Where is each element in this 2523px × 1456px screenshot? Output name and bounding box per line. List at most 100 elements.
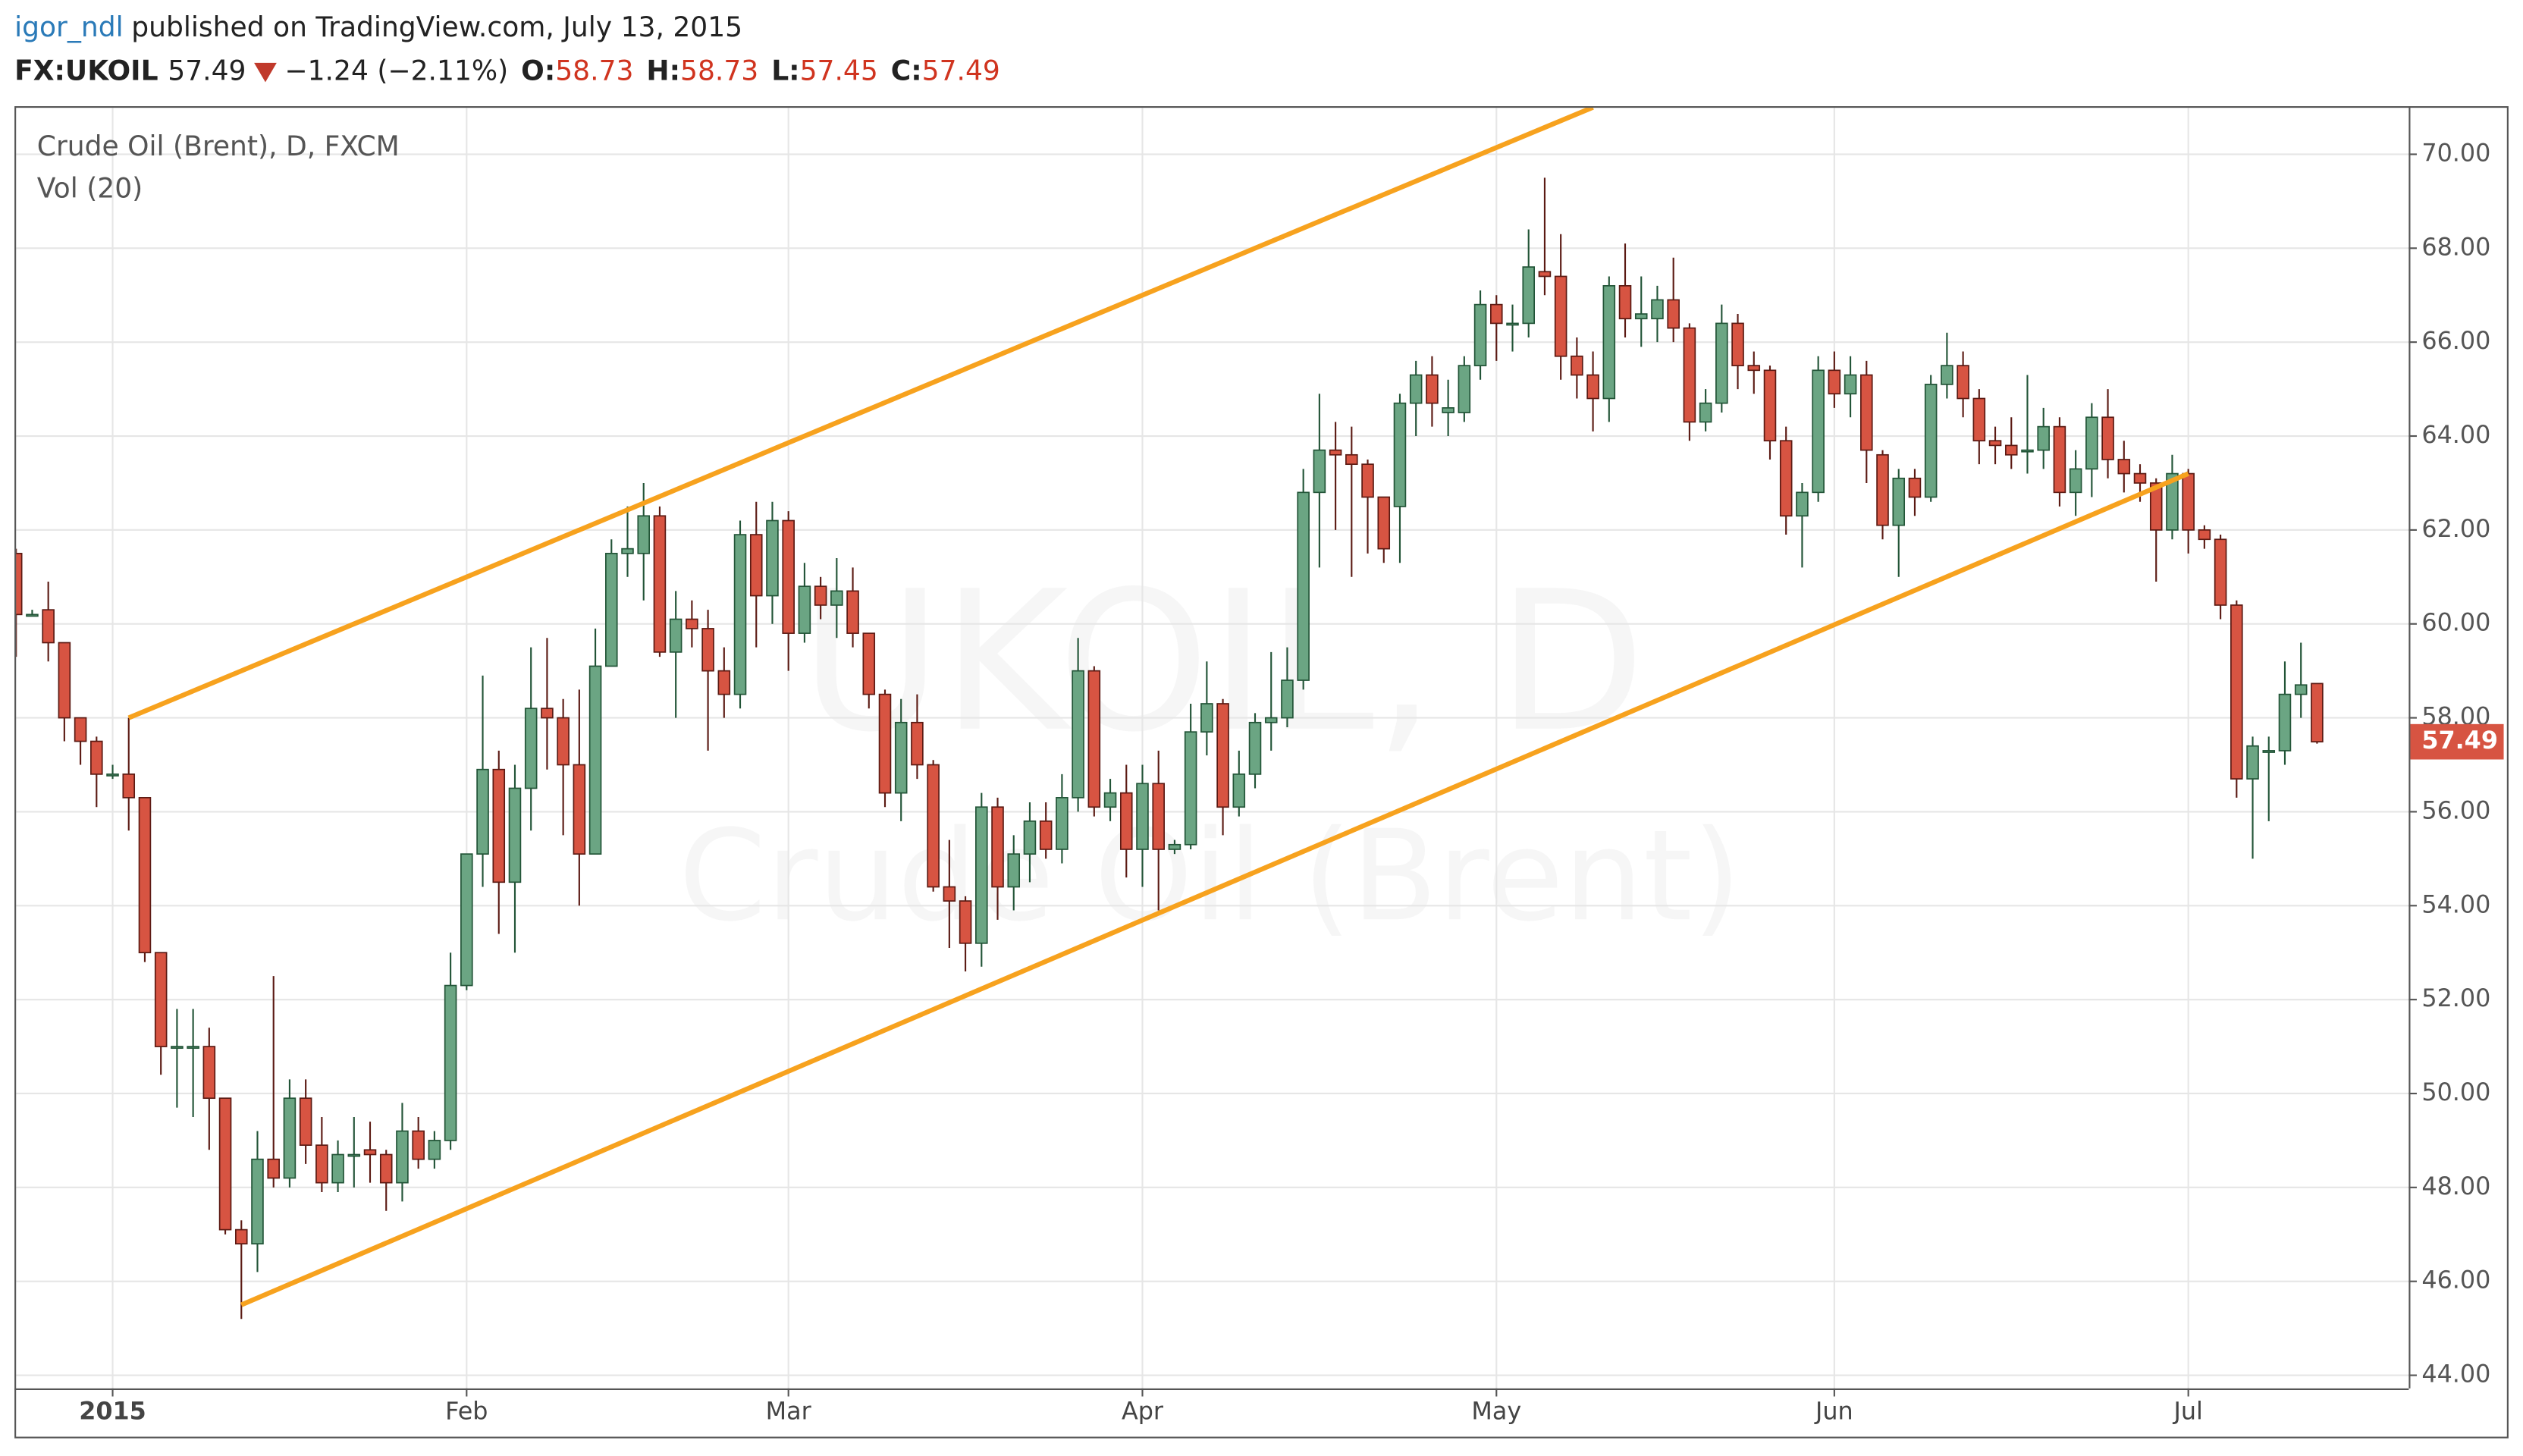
candle-body — [1345, 453, 1358, 466]
candle-body — [1747, 365, 1761, 372]
plot-area — [16, 108, 2324, 1320]
candle-body — [2021, 449, 2034, 453]
legend-entry[interactable]: Crude Oil (Brent), D, FXCM — [37, 130, 400, 162]
candle-body — [1119, 792, 1133, 850]
candle-body — [1264, 717, 1278, 723]
candle-body — [991, 806, 1004, 888]
candle-body — [492, 768, 506, 883]
candle-body — [2246, 745, 2259, 780]
ohlc-value: 58.73 — [555, 55, 633, 86]
candle-body — [90, 740, 103, 775]
ohlc-value: 57.49 — [922, 55, 1000, 86]
candle-body — [428, 1140, 441, 1160]
last-price-label: 57.49 — [2421, 726, 2498, 755]
candle-body — [878, 693, 892, 794]
candle-body — [1715, 322, 1728, 404]
candle-body — [2230, 604, 2243, 780]
candle-body — [1731, 322, 1744, 366]
y-tick-label: 56.00 — [2421, 795, 2490, 824]
candle-body — [588, 665, 602, 855]
candle-body — [171, 1046, 184, 1050]
candle-body — [2053, 425, 2066, 494]
candle-body — [267, 1158, 280, 1179]
candle-body — [814, 585, 827, 606]
candle-body — [1812, 369, 1825, 494]
candle-body — [1329, 449, 1342, 456]
candle-body — [541, 708, 554, 719]
ohlc-value: 57.45 — [800, 55, 878, 86]
published: published on TradingView.com, July 13, 2… — [131, 11, 742, 43]
candle-body — [1683, 327, 1696, 423]
candle-body — [154, 952, 168, 1047]
candle-body — [1087, 670, 1101, 808]
candle-body — [2198, 529, 2211, 541]
y-tick-label: 46.00 — [2421, 1266, 2490, 1294]
ohlc-label: L: — [771, 55, 799, 86]
user[interactable]: igor_ndl — [14, 11, 124, 43]
candle-body — [1297, 491, 1310, 681]
candle-body — [2262, 750, 2276, 753]
candle-body — [782, 519, 795, 634]
candle-body — [1586, 374, 1599, 400]
candle-body — [1506, 322, 1519, 326]
candle-body — [2166, 472, 2179, 531]
last: 57.49 — [168, 55, 246, 86]
candle-body — [1602, 284, 1616, 400]
candle-body — [943, 886, 956, 902]
candle-body — [2311, 682, 2324, 743]
candle-body — [508, 787, 522, 883]
candle-body — [1554, 275, 1567, 357]
candle-body — [524, 708, 538, 789]
candle-body — [2214, 538, 2227, 606]
candle-body — [202, 1046, 216, 1100]
candle-body — [396, 1130, 409, 1184]
candle-body — [717, 670, 731, 695]
candle-body — [1844, 374, 1857, 395]
candle-body — [1988, 440, 2002, 447]
frame — [14, 106, 2509, 1439]
change: −1.24 (−2.11%) — [284, 55, 508, 86]
candle-body — [363, 1149, 377, 1156]
candle-body — [573, 764, 586, 855]
candle-body — [975, 806, 988, 944]
candle-body — [1248, 721, 1262, 775]
candle-body — [379, 1153, 393, 1184]
ohlc-label: C: — [891, 55, 922, 86]
candle-body — [187, 1046, 199, 1050]
candle-body — [122, 774, 136, 799]
x-tick-label: 2015 — [79, 1397, 146, 1426]
candle-body — [1458, 365, 1471, 413]
candle-body — [1538, 271, 1552, 278]
candle-body — [26, 613, 39, 617]
candle-body — [476, 768, 489, 855]
y-tick-label: 60.00 — [2421, 608, 2490, 637]
candle-body — [1957, 365, 1969, 400]
legend-entry[interactable]: Vol (20) — [37, 172, 143, 204]
axes: 44.0046.0048.0050.0052.0054.0056.0058.00… — [14, 106, 2509, 1439]
candle-body — [621, 548, 634, 554]
candle-body — [653, 515, 667, 653]
candle-body — [138, 797, 152, 954]
candle-body — [444, 984, 457, 1141]
candle-body — [218, 1097, 232, 1231]
x-tick-label: Jun — [1814, 1397, 1853, 1426]
candle-body — [894, 721, 908, 794]
ohlc-label: O: — [521, 55, 555, 86]
candle-body — [1779, 440, 1793, 517]
candle-body — [1908, 477, 1922, 498]
ohlc-label: H: — [646, 55, 680, 86]
candle-body — [1522, 266, 1535, 325]
y-tick-label: 68.00 — [2421, 232, 2490, 261]
candle-body — [2101, 416, 2114, 460]
candle-body — [733, 534, 747, 695]
candle-body — [331, 1153, 344, 1184]
candle-body — [686, 618, 698, 629]
candle-body — [1924, 384, 1938, 498]
candle-body — [1972, 397, 1986, 442]
y-tick-label: 44.00 — [2421, 1360, 2490, 1389]
candle-body — [2182, 472, 2195, 531]
candle-body — [669, 618, 683, 653]
candle-body — [1200, 703, 1213, 733]
candle-body — [911, 721, 924, 766]
